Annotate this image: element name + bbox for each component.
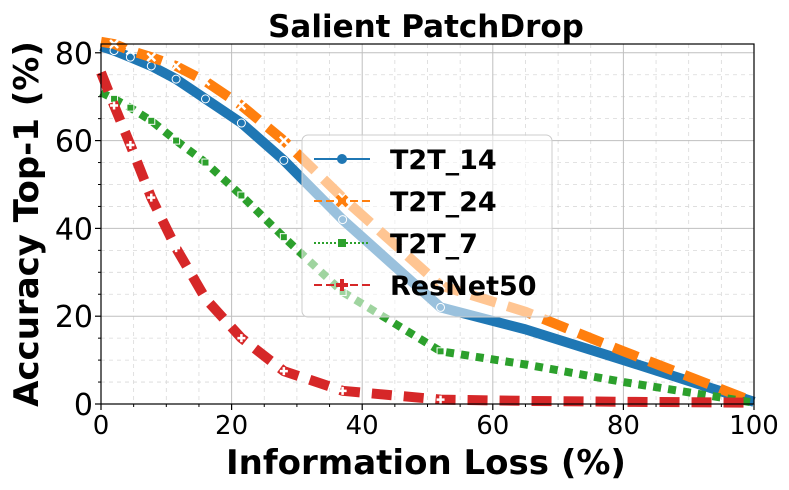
data-point-resnet50 [110, 101, 119, 110]
chart-title: Salient PatchDrop [268, 9, 584, 45]
x-tick-label: 60 [476, 411, 509, 441]
data-point-t2t_14 [125, 52, 135, 62]
y-tick-label: 80 [55, 37, 93, 72]
legend: T2T_14 T2T_24 T2T_7 ResNet50 [301, 134, 553, 318]
data-point-t2t_14 [171, 74, 181, 84]
legend-label-resnet50: ResNet50 [390, 271, 537, 302]
data-point-t2t_7 [201, 158, 210, 167]
y-tick-label: 0 [74, 388, 93, 423]
x-tick-label: 80 [607, 411, 640, 441]
y-axis-label: Accuracy Top-1 (%) [7, 41, 47, 407]
data-point-t2t_14 [279, 155, 289, 165]
x-axis-label: Information Loss (%) [226, 443, 626, 483]
data-point-t2t_7 [147, 116, 156, 125]
data-point-resnet50 [172, 244, 181, 253]
legend-marker-icon [336, 279, 348, 291]
y-tick-label: 20 [55, 300, 93, 335]
y-tick-label: 60 [55, 125, 93, 160]
legend-label-t2t_24: T2T_24 [390, 187, 497, 218]
data-point-t2t_24 [125, 45, 136, 56]
data-point-t2t_24 [236, 100, 247, 111]
data-point-t2t_7 [279, 233, 288, 242]
data-point-t2t_14 [236, 118, 246, 128]
data-point-t2t_14 [200, 94, 210, 104]
data-point-t2t_24 [200, 76, 211, 87]
data-point-resnet50 [279, 367, 288, 376]
data-point-resnet50 [436, 395, 445, 404]
y-tick-label: 40 [55, 212, 93, 247]
data-point-t2t_24 [278, 135, 289, 146]
data-point-resnet50 [201, 294, 210, 303]
legend-box [301, 134, 553, 318]
legend-marker-icon [335, 194, 349, 208]
data-point-t2t_7 [126, 103, 135, 112]
legend-label-t2t_7: T2T_7 [390, 229, 478, 260]
legend-marker-icon [337, 154, 347, 164]
data-point-t2t_7 [436, 347, 445, 356]
data-point-t2t_24 [171, 61, 181, 71]
data-point-resnet50 [147, 193, 156, 202]
x-tick-label: 0 [93, 411, 110, 441]
legend-marker-icon [338, 239, 346, 247]
data-point-resnet50 [126, 140, 135, 149]
axes: 0 20 40 60 80 100 0 20 40 60 80 [55, 37, 779, 441]
data-point-resnet50 [237, 334, 246, 343]
x-tick-label: 20 [215, 411, 248, 441]
data-point-resnet50 [338, 386, 347, 395]
data-point-t2t_7 [172, 136, 181, 145]
x-tick-label: 100 [729, 411, 779, 441]
x-tick-label: 40 [346, 411, 379, 441]
legend-label-t2t_14: T2T_14 [390, 145, 497, 176]
data-point-t2t_24 [146, 52, 157, 63]
data-point-t2t_7 [237, 191, 246, 200]
